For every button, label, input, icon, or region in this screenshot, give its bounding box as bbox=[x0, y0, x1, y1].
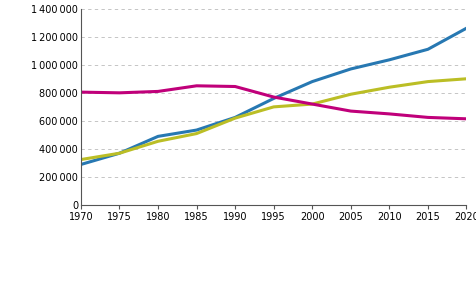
2 henk. bbox=[194, 132, 199, 135]
2 henk. bbox=[464, 77, 469, 80]
2 henk. bbox=[78, 158, 84, 161]
Line: 2 henk.: 2 henk. bbox=[81, 79, 466, 160]
1 henk. bbox=[464, 27, 469, 30]
3+ henk. bbox=[271, 95, 277, 99]
3+ henk. bbox=[464, 117, 469, 121]
1 henk. bbox=[271, 97, 277, 100]
3+ henk. bbox=[309, 102, 315, 106]
1 henk. bbox=[387, 58, 392, 62]
2 henk. bbox=[117, 152, 122, 155]
3+ henk. bbox=[155, 90, 161, 93]
3+ henk. bbox=[425, 116, 431, 119]
1 henk. bbox=[309, 80, 315, 83]
Line: 3+ henk.: 3+ henk. bbox=[81, 86, 466, 119]
1 henk. bbox=[194, 128, 199, 132]
3+ henk. bbox=[117, 91, 122, 95]
3+ henk. bbox=[194, 84, 199, 87]
Line: 1 henk.: 1 henk. bbox=[81, 28, 466, 164]
2 henk. bbox=[232, 116, 238, 120]
3+ henk. bbox=[387, 112, 392, 116]
3+ henk. bbox=[232, 85, 238, 88]
1 henk. bbox=[117, 152, 122, 155]
1 henk. bbox=[232, 116, 238, 119]
3+ henk. bbox=[348, 109, 354, 113]
1 henk. bbox=[425, 48, 431, 51]
1 henk. bbox=[78, 163, 84, 166]
2 henk. bbox=[155, 140, 161, 143]
2 henk. bbox=[425, 80, 431, 83]
1 henk. bbox=[348, 67, 354, 71]
2 henk. bbox=[348, 93, 354, 96]
3+ henk. bbox=[78, 90, 84, 94]
1 henk. bbox=[155, 135, 161, 138]
2 henk. bbox=[271, 105, 277, 109]
2 henk. bbox=[387, 86, 392, 89]
2 henk. bbox=[309, 102, 315, 106]
